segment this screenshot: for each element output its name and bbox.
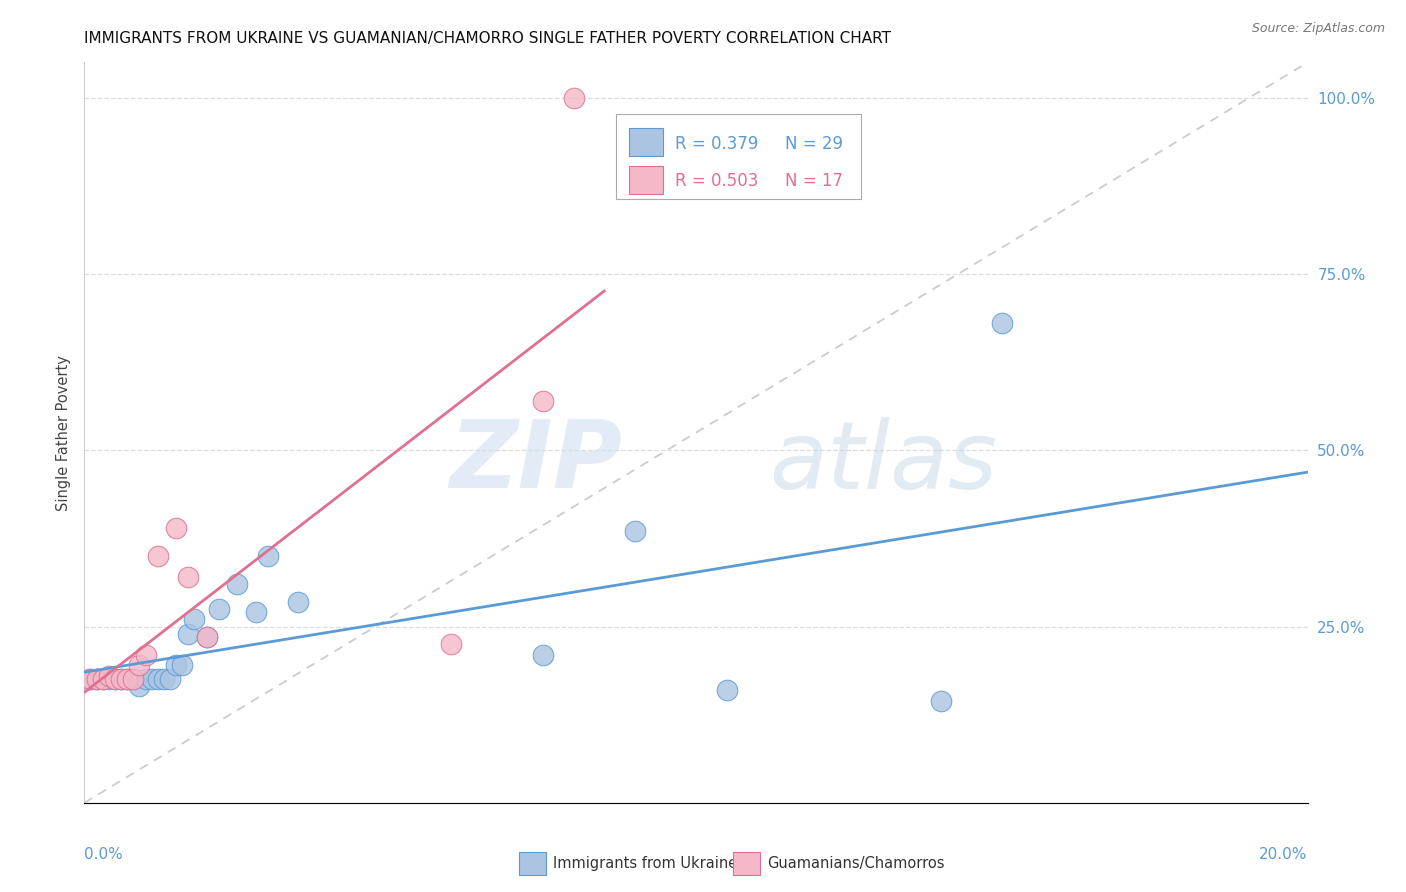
Point [146,549,169,563]
Point [991,316,1014,330]
Point [135,673,157,687]
Bar [628,166,664,194]
Point [128,658,150,673]
Y-axis label: Single Father Poverty: Single Father Poverty [56,355,72,510]
Point [128,680,150,694]
Point [287,595,309,609]
Point [929,693,952,707]
Bar [519,853,546,875]
Point [159,673,181,687]
Bar [628,128,664,156]
Text: IMMIGRANTS FROM UKRAINE VS GUAMANIAN/CHAMORRO SINGLE FATHER POVERTY CORRELATION : IMMIGRANTS FROM UKRAINE VS GUAMANIAN/CHA… [84,31,891,46]
Point [531,648,554,662]
Point [122,673,145,687]
Point [257,549,280,563]
Text: Source: ZipAtlas.com: Source: ZipAtlas.com [1251,22,1385,36]
Point [115,673,138,687]
Text: Guamanians/Chamorros: Guamanians/Chamorros [766,856,945,871]
Point [183,612,205,626]
Point [153,673,176,687]
Point [177,570,200,584]
Point [110,673,132,687]
Point [104,673,127,687]
Text: ZIP: ZIP [450,417,623,508]
Point [165,521,187,535]
Point [208,602,231,616]
Point [115,673,138,687]
Point [86,673,108,687]
FancyBboxPatch shape [616,114,860,200]
Point [177,626,200,640]
Point [165,658,187,673]
Point [716,683,738,698]
Point [91,673,114,687]
Text: 20.0%: 20.0% [1260,847,1308,863]
Point [141,673,163,687]
Point [79,673,101,687]
Point [195,630,218,644]
Point [195,630,218,644]
Point [146,673,169,687]
Text: R = 0.503: R = 0.503 [675,172,759,190]
Text: 0.0%: 0.0% [84,847,124,863]
Point [86,673,108,687]
Point [531,393,554,408]
Point [91,673,114,687]
Point [104,673,127,687]
Point [245,606,267,620]
Point [135,648,157,662]
Point [226,577,249,591]
Point [79,673,101,687]
Point [562,91,585,105]
Point [97,673,120,687]
Point [97,669,120,683]
Point [110,673,132,687]
Point [172,658,194,673]
Point [122,673,145,687]
Text: N = 29: N = 29 [786,135,844,153]
Point [624,524,647,539]
Text: R = 0.379: R = 0.379 [675,135,759,153]
Point [440,637,463,651]
Text: N = 17: N = 17 [786,172,844,190]
Text: Immigrants from Ukraine: Immigrants from Ukraine [553,856,737,871]
Text: atlas: atlas [769,417,998,508]
Bar [733,853,759,875]
